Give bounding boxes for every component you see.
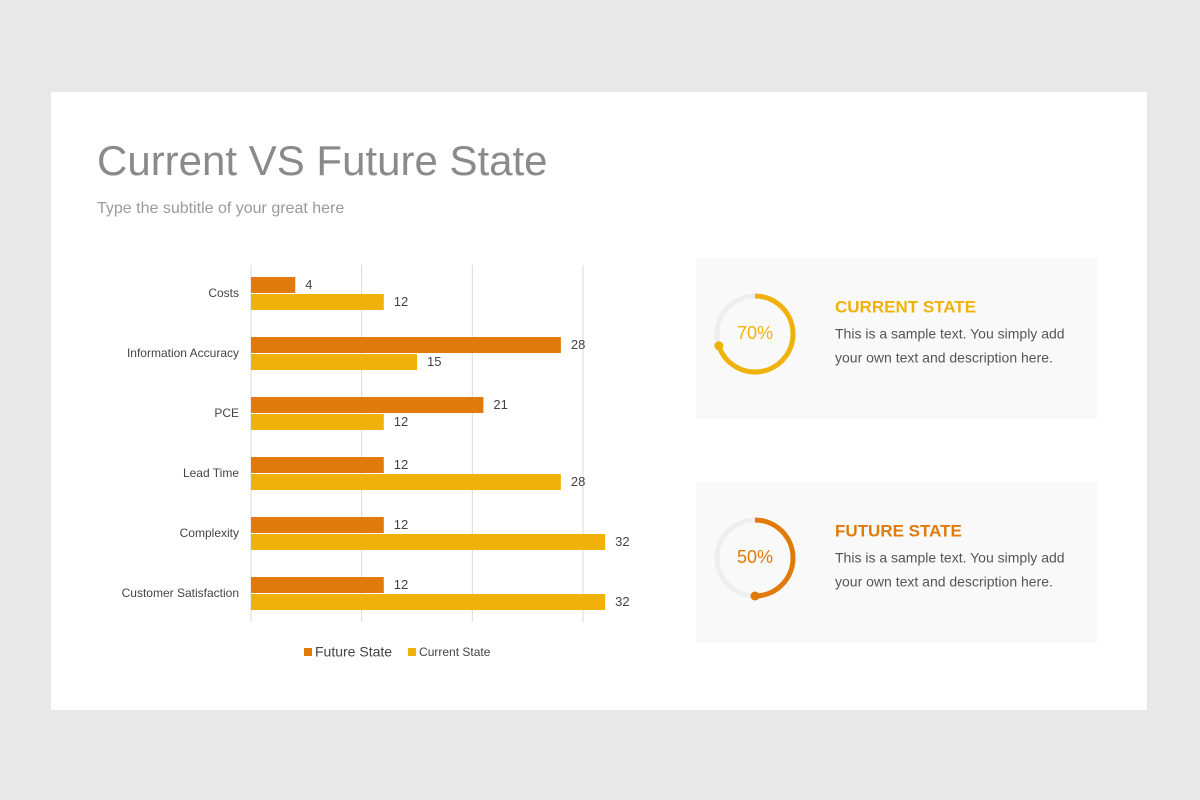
legend-swatch	[408, 648, 417, 656]
legend-swatch	[304, 648, 312, 656]
card-title: FUTURE STATE	[835, 521, 962, 540]
bar	[251, 277, 296, 293]
value-label: 12	[394, 294, 408, 309]
card-text: This is a sample text. You simply add	[835, 326, 1065, 342]
category-label: Lead Time	[183, 466, 239, 480]
donut-arc	[714, 293, 796, 375]
value-label: 12	[394, 577, 408, 592]
bar	[251, 457, 384, 473]
value-label: 12	[394, 457, 408, 472]
donut-end-dot	[714, 341, 724, 351]
donut-label: 70%	[737, 323, 773, 343]
category-label: Costs	[208, 286, 239, 300]
legend-label: Future State	[315, 644, 392, 660]
donut-end-dot	[750, 591, 760, 601]
value-label: 28	[571, 474, 585, 489]
bar	[251, 354, 417, 370]
value-label: 28	[571, 337, 585, 352]
card-text: your own text and description here.	[835, 574, 1053, 590]
value-label: 32	[615, 594, 629, 609]
slide-subtitle: Type the subtitle of your great here	[97, 200, 344, 217]
bar	[251, 577, 384, 593]
slide-title: Current VS Future State	[97, 137, 548, 184]
category-label: Information Accuracy	[127, 346, 239, 360]
legend-label: Current State	[419, 645, 491, 659]
bar	[251, 594, 606, 610]
value-label: 12	[394, 414, 408, 429]
bar	[251, 414, 384, 430]
donut-label: 50%	[737, 547, 773, 567]
value-label: 21	[493, 397, 507, 412]
bar	[251, 397, 484, 413]
bar	[251, 474, 561, 490]
bar	[251, 337, 561, 353]
category-label: Customer Satisfaction	[122, 586, 239, 600]
bar	[251, 294, 384, 310]
card-bg	[696, 481, 1097, 643]
value-label: 12	[394, 517, 408, 532]
card-bg	[696, 257, 1097, 419]
card-text: This is a sample text. You simply add	[835, 550, 1065, 566]
value-label: 32	[615, 534, 629, 549]
value-label: 4	[305, 277, 312, 292]
bar	[251, 534, 606, 550]
card-title: CURRENT STATE	[835, 297, 976, 316]
card-text: your own text and description here.	[835, 350, 1053, 366]
category-label: Complexity	[180, 526, 239, 540]
value-label: 15	[427, 354, 441, 369]
bar	[251, 517, 384, 533]
category-label: PCE	[214, 406, 239, 420]
